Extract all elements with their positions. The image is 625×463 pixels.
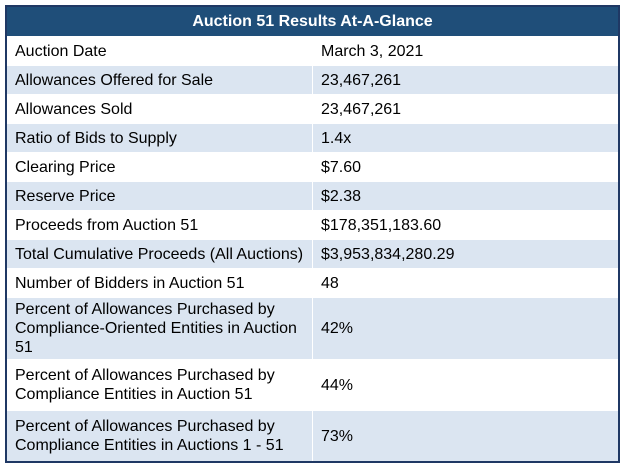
row-label: Ratio of Bids to Supply	[5, 123, 313, 153]
table-row: Total Cumulative Proceeds (All Auctions)…	[5, 239, 620, 269]
table-row: Ratio of Bids to Supply 1.4x	[5, 123, 620, 153]
row-label: Total Cumulative Proceeds (All Auctions)	[5, 239, 313, 269]
table-row: Clearing Price $7.60	[5, 152, 620, 182]
row-value: 23,467,261	[312, 65, 620, 95]
row-value: 48	[312, 268, 620, 298]
table-row: Percent of Allowances Purchased by Compl…	[5, 297, 620, 360]
table-row: Allowances Sold 23,467,261	[5, 94, 620, 124]
row-value: 42%	[312, 297, 620, 360]
row-value: $2.38	[312, 181, 620, 211]
row-value: $3,953,834,280.29	[312, 239, 620, 269]
row-label: Allowances Offered for Sale	[5, 65, 313, 95]
table-row: Reserve Price $2.38	[5, 181, 620, 211]
table-row: Auction Date March 3, 2021	[5, 36, 620, 66]
row-label: Proceeds from Auction 51	[5, 210, 313, 240]
row-value: 23,467,261	[312, 94, 620, 124]
row-value: March 3, 2021	[312, 36, 620, 66]
row-label: Reserve Price	[5, 181, 313, 211]
row-value: 73%	[312, 410, 620, 463]
row-label: Auction Date	[5, 36, 313, 66]
row-value: 44%	[312, 359, 620, 411]
row-label: Number of Bidders in Auction 51	[5, 268, 313, 298]
table-row: Percent of Allowances Purchased by Compl…	[5, 359, 620, 411]
page: Auction 51 Results At-A-Glance Auction D…	[5, 5, 620, 463]
table-title: Auction 51 Results At-A-Glance	[6, 6, 619, 37]
row-value: $7.60	[312, 152, 620, 182]
row-value: 1.4x	[312, 123, 620, 153]
table-row: Percent of Allowances Purchased by Compl…	[5, 410, 620, 463]
row-label: Percent of Allowances Purchased by Compl…	[5, 297, 313, 360]
row-label: Percent of Allowances Purchased by Compl…	[5, 410, 313, 463]
row-label: Allowances Sold	[5, 94, 313, 124]
table-row: Allowances Offered for Sale 23,467,261	[5, 65, 620, 95]
row-label: Percent of Allowances Purchased by Compl…	[5, 359, 313, 411]
row-label: Clearing Price	[5, 152, 313, 182]
table-row: Number of Bidders in Auction 51 48	[5, 268, 620, 298]
table-row: Proceeds from Auction 51 $178,351,183.60	[5, 210, 620, 240]
results-table: Auction 51 Results At-A-Glance Auction D…	[5, 5, 620, 463]
row-value: $178,351,183.60	[312, 210, 620, 240]
